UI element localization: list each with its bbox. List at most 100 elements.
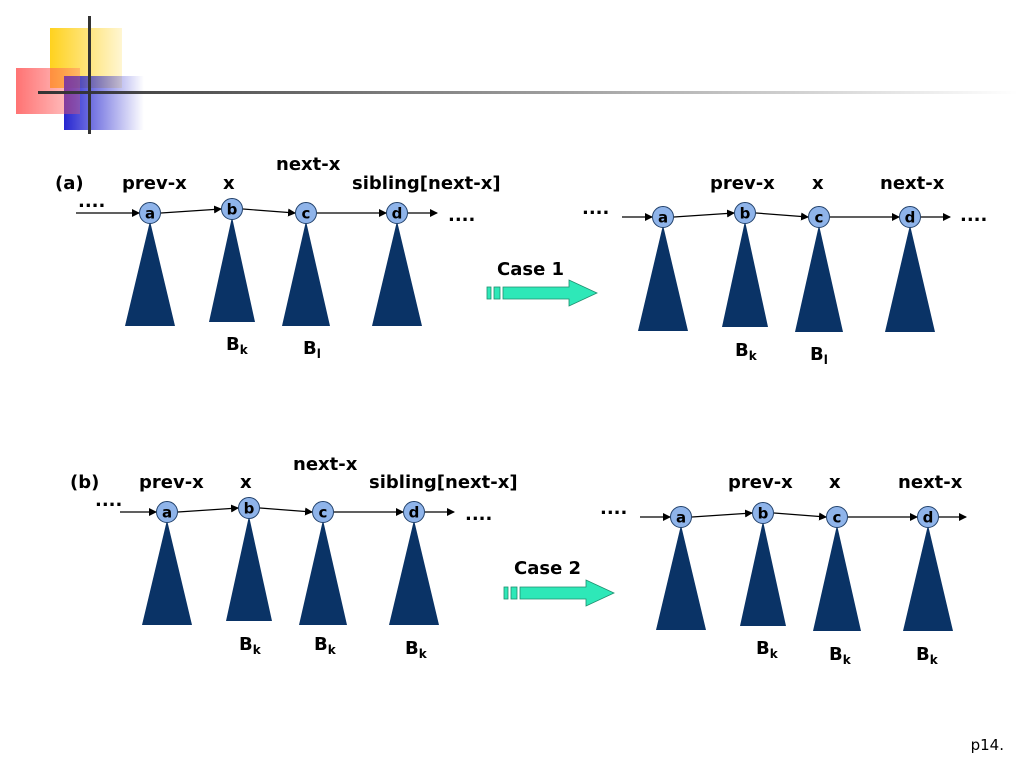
root-node-a	[156, 501, 178, 523]
tree-order-label-b: Bk	[239, 634, 261, 657]
node-label-d: d	[392, 205, 403, 223]
pointer-next-x: next-x	[880, 173, 945, 194]
node-label-b: b	[227, 201, 238, 219]
subtree-triangle	[638, 225, 688, 331]
tree-order-label-d: Bk	[405, 638, 427, 661]
slide-decoration	[16, 16, 1018, 134]
subtree-triangle	[226, 516, 272, 621]
root-node-b	[221, 198, 243, 220]
subtree-triangle	[795, 225, 843, 332]
sibling-link-arrow	[259, 507, 313, 516]
root-node-c	[826, 506, 848, 528]
subtree-triangle	[722, 221, 768, 327]
subtree-triangle	[125, 221, 175, 326]
root-node-b	[752, 502, 774, 524]
node-label-c: c	[815, 209, 824, 227]
pointer-x: x	[223, 173, 235, 194]
tree-order-label-b: Bk	[756, 638, 778, 661]
node-label-c: c	[302, 205, 311, 223]
subtree-triangle	[903, 525, 953, 631]
root-node-b	[238, 497, 260, 519]
root-node-c	[808, 206, 830, 228]
ellipsis-left: ....	[600, 498, 628, 519]
root-node-c	[312, 501, 334, 523]
subtree-triangle	[142, 520, 192, 625]
node-label-a: a	[162, 504, 172, 522]
case-label: Case 2	[514, 558, 582, 579]
ellipsis-right: ....	[465, 504, 493, 525]
node-label-d: d	[409, 504, 420, 522]
tree-order-label-d: Bk	[916, 644, 938, 667]
sibling-link-arrow	[177, 504, 239, 513]
pointer-x: x	[240, 472, 252, 493]
root-node-a	[670, 506, 692, 528]
subtree-triangle	[389, 520, 439, 625]
sibling-link-arrow	[673, 209, 735, 218]
sibling-link-arrow	[160, 205, 222, 214]
pointer-x: x	[829, 472, 841, 493]
subtree-triangle	[209, 217, 255, 322]
pointer-sibling-next-x: sibling[next-x]	[369, 472, 518, 493]
deco-horizontal-line	[38, 91, 1018, 94]
tree-order-label-b: Bk	[735, 340, 757, 363]
pointer-prev-x: prev-x	[710, 173, 775, 194]
node-label-c: c	[319, 504, 328, 522]
sibling-link-arrow	[773, 512, 827, 521]
node-label-d: d	[905, 209, 916, 227]
pointer-next-x: next-x	[898, 472, 963, 493]
pointer-sibling-next-x: sibling[next-x]	[352, 173, 501, 194]
node-label-c: c	[833, 509, 842, 527]
pointer-prev-x: prev-x	[139, 472, 204, 493]
pointer-next-x: next-x	[293, 454, 358, 475]
subtree-triangle	[282, 221, 330, 326]
node-label-b: b	[740, 205, 751, 223]
tree-order-label-b: Bk	[226, 334, 248, 357]
subtree-triangle	[885, 225, 935, 332]
root-node-d	[403, 501, 425, 523]
root-node-c	[295, 202, 317, 224]
ellipsis-right: ....	[448, 205, 476, 226]
case-label: Case 1	[497, 259, 565, 280]
node-label-d: d	[923, 509, 934, 527]
root-node-a	[652, 206, 674, 228]
root-node-d	[917, 506, 939, 528]
ellipsis-left: ....	[78, 191, 106, 212]
tree-order-label-c: Bk	[829, 644, 851, 667]
ellipsis-left: ....	[95, 490, 123, 511]
pointer-prev-x: prev-x	[122, 173, 187, 194]
panel-tag: (a)	[55, 173, 84, 194]
deco-vertical-line	[88, 16, 91, 134]
pointer-next-x: next-x	[276, 154, 341, 175]
root-node-a	[139, 202, 161, 224]
ellipsis-right: ....	[960, 205, 988, 226]
case-arrow-tick	[493, 286, 501, 300]
page-number: p14.	[970, 736, 1004, 754]
subtree-triangle	[656, 525, 706, 630]
case-arrow	[519, 579, 615, 607]
node-label-b: b	[758, 505, 769, 523]
subtree-triangle	[372, 221, 422, 326]
ellipsis-left: ....	[582, 198, 610, 219]
node-label-a: a	[676, 509, 686, 527]
node-label-a: a	[658, 209, 668, 227]
subtree-triangle	[740, 521, 786, 626]
panel-tag: (b)	[70, 472, 100, 493]
tree-order-label-c: Bl	[810, 344, 828, 367]
node-label-b: b	[244, 500, 255, 518]
case-arrow-tick	[503, 586, 509, 600]
sibling-link-arrow	[242, 208, 296, 217]
root-node-d	[386, 202, 408, 224]
tree-order-label-c: Bk	[314, 634, 336, 657]
subtree-triangle	[299, 520, 347, 625]
case-arrow-tick	[486, 286, 492, 300]
sibling-link-arrow	[691, 509, 753, 518]
case-arrow-tick	[510, 586, 518, 600]
pointer-prev-x: prev-x	[728, 472, 793, 493]
root-node-d	[899, 206, 921, 228]
pointer-x: x	[812, 173, 824, 194]
node-label-a: a	[145, 205, 155, 223]
sibling-link-arrow	[755, 212, 809, 221]
root-node-b	[734, 202, 756, 224]
tree-order-label-c: Bl	[303, 338, 321, 361]
